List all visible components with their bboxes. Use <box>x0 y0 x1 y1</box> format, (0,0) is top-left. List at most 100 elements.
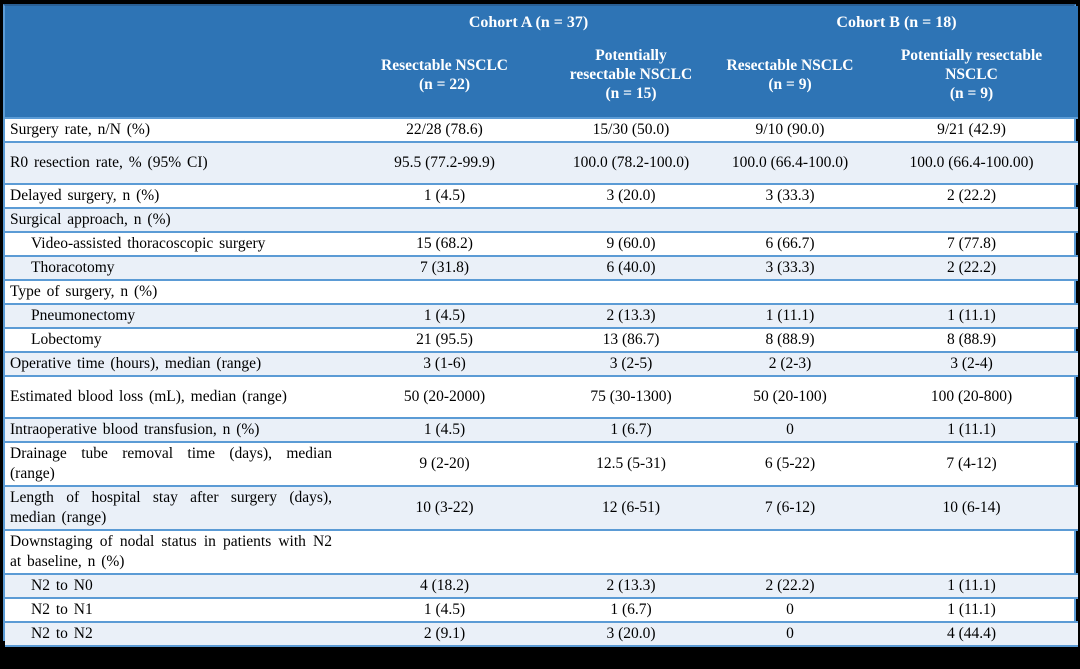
cell-value: 0 <box>715 417 865 442</box>
cell-value: 1 (6.7) <box>547 417 715 442</box>
cell-value: 1 (11.1) <box>715 303 865 328</box>
cell-value: 100 (20-800) <box>865 375 1079 418</box>
row-label: Delayed surgery, n (%) <box>5 183 342 208</box>
cohort-header-row: Cohort A (n = 37) Cohort B (n = 18) <box>5 6 1079 36</box>
cell-value: 1 (4.5) <box>342 303 547 328</box>
cell-value: 6 (66.7) <box>715 231 865 256</box>
cell-value: 2 (22.2) <box>715 573 865 598</box>
cell-value <box>547 529 715 574</box>
cell-value: 0 <box>715 645 865 669</box>
cell-value: 10 (3-22) <box>342 485 547 530</box>
row-label: Downstaging of nodal status in patients … <box>5 529 342 574</box>
row-label: Thoracotomy <box>5 255 342 280</box>
cell-value <box>715 279 865 304</box>
table-row: Pneumonectomy 1 (4.5) 2 (13.3) 1 (11.1) … <box>5 303 1079 328</box>
cell-value: 1 (11.1) <box>865 573 1079 598</box>
cell-value: 7 (6-12) <box>715 485 865 530</box>
table-body: Surgery rate, n/N (%) 22/28 (78.6) 15/30… <box>5 117 1079 669</box>
cell-value: 1 (4.5) <box>342 597 547 622</box>
table-row: Surgery rate, n/N (%) 22/28 (78.6) 15/30… <box>5 117 1079 142</box>
row-label: N2 to N0 <box>5 573 342 598</box>
cell-value: 3 (33.3) <box>715 183 865 208</box>
column-header-potentially-resectable-a: Potentially resectable NSCLC (n = 15) <box>547 36 715 118</box>
table-row: Drainage tube removal time (days), media… <box>5 441 1079 486</box>
cell-value: 2 (9.1) <box>342 621 547 646</box>
cell-value: 2 (22.2) <box>865 255 1079 280</box>
column-header-potentially-resectable-b: Potentially resectable NSCLC (n = 9) <box>865 36 1079 118</box>
cell-value: 9/21 (42.9) <box>865 117 1079 142</box>
table-row: Delayed surgery, n (%) 1 (4.5) 3 (20.0) … <box>5 183 1079 208</box>
cell-value: 1 (11.1) <box>865 597 1079 622</box>
cell-value: 2 (22.2) <box>865 183 1079 208</box>
cell-value <box>865 529 1079 574</box>
cell-value: 0 <box>715 621 865 646</box>
cell-value: 1 (11.1) <box>865 303 1079 328</box>
header-corner-cell <box>5 36 342 118</box>
cell-value: 6 (5-22) <box>715 441 865 486</box>
row-label: Intraoperative blood transfusion, n (%) <box>5 417 342 442</box>
row-label: N2 to N2 <box>5 621 342 646</box>
cell-value: 95.5 (77.2-99.9) <box>342 141 547 184</box>
table-section-row: Downstaging of nodal status in patients … <box>5 529 1079 574</box>
cell-value: 12 (6-51) <box>547 485 715 530</box>
row-label: Surgery rate, n/N (%) <box>5 117 342 142</box>
cell-value: 4 (18.2) <box>342 573 547 598</box>
cell-value: 7 (77.8) <box>865 231 1079 256</box>
row-label: Lobectomy <box>5 327 342 352</box>
cell-value <box>342 279 547 304</box>
cell-value: 7 (31.8) <box>342 255 547 280</box>
row-label: Pneumonectomy <box>5 303 342 328</box>
cell-value: 1 (4.5) <box>342 417 547 442</box>
cell-value <box>342 207 547 232</box>
cell-value: 3 (2-5) <box>547 351 715 376</box>
cell-value: 1 (4.5) <box>342 645 547 669</box>
table-row: R0 resection rate, % (95% CI) 95.5 (77.2… <box>5 141 1079 184</box>
cell-value: 4 (44.4) <box>865 621 1079 646</box>
cell-value: 6 (40.0) <box>547 255 715 280</box>
table-header: Cohort A (n = 37) Cohort B (n = 18) Rese… <box>5 6 1079 118</box>
table-row: N2 to N2 2 (9.1) 3 (20.0) 0 4 (44.4) <box>5 621 1079 646</box>
row-label: N2 to N1 <box>5 597 342 622</box>
row-label: Video-assisted thoracoscopic surgery <box>5 231 342 256</box>
row-label: Drainage tube removal time (days), media… <box>5 441 342 486</box>
cell-value: 1 (4.5) <box>342 183 547 208</box>
cell-value: 12.5 (5-31) <box>547 441 715 486</box>
cell-value <box>865 207 1079 232</box>
header-corner-cell <box>5 6 342 36</box>
cell-value: 3 (20.0) <box>547 183 715 208</box>
table-frame: Cohort A (n = 37) Cohort B (n = 18) Rese… <box>3 4 1079 669</box>
cell-value <box>715 529 865 574</box>
cell-value: 22/28 (78.6) <box>342 117 547 142</box>
cell-value <box>865 279 1079 304</box>
row-label: Surgical complications, n (%) <box>5 645 342 669</box>
subcolumn-header-row: Resectable NSCLC (n = 22) Potentially re… <box>5 36 1079 118</box>
table-section-row: Type of surgery, n (%) <box>5 279 1079 304</box>
cell-value: 3 (1-6) <box>342 351 547 376</box>
column-header-resectable-b: Resectable NSCLC (n = 9) <box>715 36 865 118</box>
cell-value: 8 (88.9) <box>715 327 865 352</box>
table-row: N2 to N0 4 (18.2) 2 (13.3) 2 (22.2) 1 (1… <box>5 573 1079 598</box>
row-label: Length of hospital stay after surgery (d… <box>5 485 342 530</box>
cell-value: 0 <box>865 645 1079 669</box>
cell-value: 9 (60.0) <box>547 231 715 256</box>
cell-value: 2 (13.3) <box>547 573 715 598</box>
cell-value: 75 (30-1300) <box>547 375 715 418</box>
table-row: Estimated blood loss (mL), median (range… <box>5 375 1079 418</box>
cell-value: 15 (68.2) <box>342 231 547 256</box>
table-row: Intraoperative blood transfusion, n (%) … <box>5 417 1079 442</box>
cell-value: 15/30 (50.0) <box>547 117 715 142</box>
cell-value: 2 (13.3) <box>547 303 715 328</box>
table-row: Length of hospital stay after surgery (d… <box>5 485 1079 530</box>
table-row: Operative time (hours), median (range) 3… <box>5 351 1079 376</box>
cell-value: 7 (4-12) <box>865 441 1079 486</box>
table-row: Video-assisted thoracoscopic surgery 15 … <box>5 231 1079 256</box>
cell-value <box>547 279 715 304</box>
cell-value <box>547 207 715 232</box>
cell-value: 9 (2-20) <box>342 441 547 486</box>
cell-value: 1 (6.7) <box>547 597 715 622</box>
table-row: Lobectomy 21 (95.5) 13 (86.7) 8 (88.9) 8… <box>5 327 1079 352</box>
cell-value: 100.0 (78.2-100.0) <box>547 141 715 184</box>
cell-value <box>342 529 547 574</box>
cell-value: 8 (88.9) <box>865 327 1079 352</box>
cell-value: 3 (2-4) <box>865 351 1079 376</box>
